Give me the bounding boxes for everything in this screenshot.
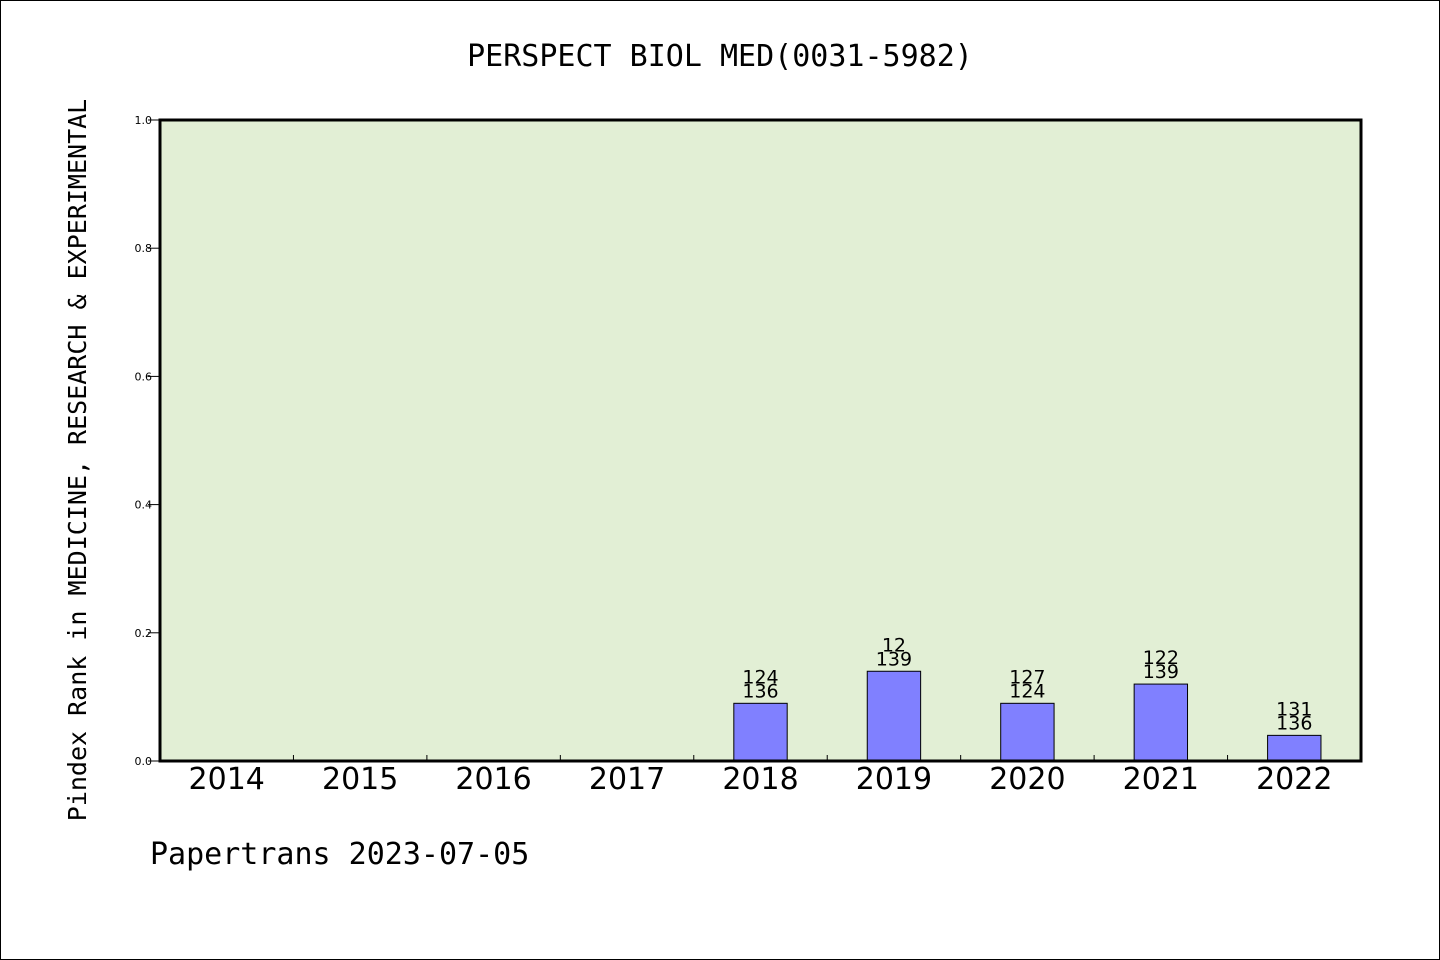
data-label-top: 122 <box>1143 647 1179 669</box>
data-label-top: 12 <box>882 634 906 656</box>
y-tick-label: 1.0 <box>135 114 153 127</box>
x-tick-label: 2017 <box>589 762 665 797</box>
data-label-top: 124 <box>742 666 778 688</box>
data-label-bottom: 136 <box>742 680 778 702</box>
chart-title: PERSPECT BIOL MED(0031-5982) <box>467 39 973 74</box>
plot-border <box>158 118 1363 763</box>
bar <box>1000 702 1055 762</box>
y-tick-label: 0.0 <box>135 755 153 768</box>
bar <box>1133 683 1189 762</box>
x-tick-label: 2021 <box>1123 762 1199 797</box>
x-tick-label: 2022 <box>1256 762 1332 797</box>
y-axis-ticks: 0.0 0.2 0.4 0.6 0.8 1.0 <box>135 114 160 768</box>
x-tick-label: 2019 <box>856 762 932 797</box>
y-tick-label: 0.8 <box>135 242 153 255</box>
x-tick-label: 2020 <box>989 762 1065 797</box>
y-axis-label: Pindex Rank in MEDICINE, RESEARCH & EXPE… <box>63 99 92 821</box>
y-tick-label: 0.6 <box>135 370 153 383</box>
footer-credit: Papertrans 2023-07-05 <box>150 837 529 872</box>
plot-area <box>160 120 1361 761</box>
x-axis-ticks: 2014 2015 2016 2017 2018 2019 2020 2021 2022 <box>189 755 1332 797</box>
data-label-bottom: 124 <box>1009 680 1045 702</box>
data-label-bottom: 139 <box>876 648 912 670</box>
x-tick-label: 2014 <box>189 762 265 797</box>
x-tick-label: 2018 <box>722 762 798 797</box>
bar <box>866 670 922 762</box>
data-label-top: 131 <box>1276 698 1312 720</box>
bar <box>1267 734 1322 762</box>
x-tick-label: 2016 <box>455 762 531 797</box>
y-tick-label: 0.4 <box>135 499 153 512</box>
data-label-bottom: 136 <box>1276 712 1312 734</box>
x-tick-label: 2015 <box>322 762 398 797</box>
data-label-top: 127 <box>1009 666 1045 688</box>
data-label-bottom: 139 <box>1143 661 1179 683</box>
bar-series <box>733 670 1322 762</box>
bar <box>733 702 788 762</box>
y-tick-label: 0.2 <box>135 627 153 640</box>
